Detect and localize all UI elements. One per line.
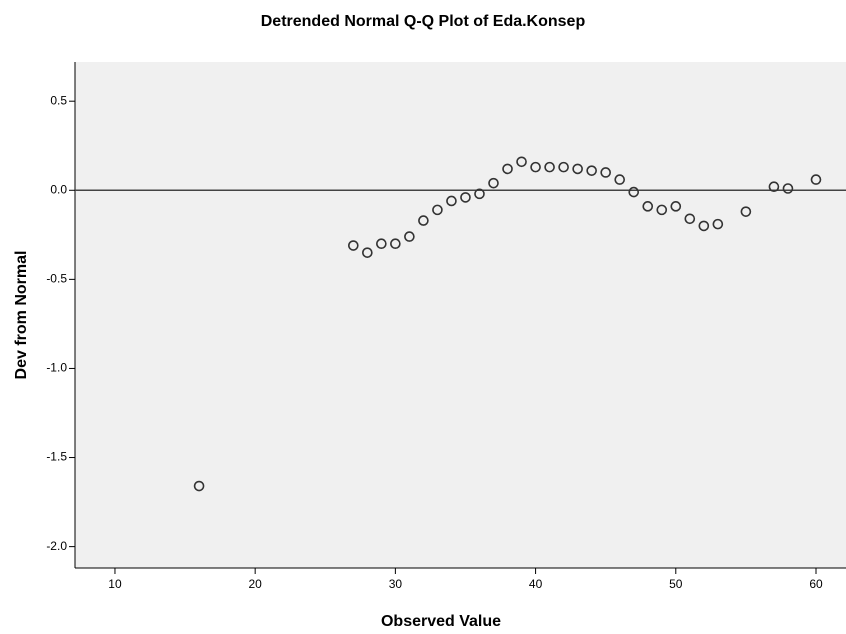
x-tick-label: 20: [248, 577, 262, 591]
point: [348, 240, 359, 251]
point: [418, 215, 429, 226]
plot-area: [75, 62, 846, 568]
point: [544, 161, 555, 173]
point: [404, 231, 415, 242]
chart-title: Detrended Normal Q-Q Plot of Eda.Konsep: [261, 13, 586, 30]
point: [628, 186, 640, 198]
x-tick-label: 40: [529, 577, 543, 591]
y-tick-label: -1.0: [46, 361, 67, 375]
point: [446, 195, 457, 207]
point: [642, 201, 654, 212]
point: [740, 206, 752, 217]
y-tick-label: 0.5: [50, 93, 67, 107]
point: [502, 163, 513, 175]
x-tick-label: 50: [669, 577, 683, 591]
point: [768, 181, 780, 193]
x-tick-label: 10: [108, 577, 122, 591]
x-tick-label: 60: [809, 577, 823, 591]
point: [193, 480, 205, 492]
point: [684, 213, 696, 225]
point: [600, 167, 611, 178]
point: [586, 165, 597, 176]
point: [782, 183, 794, 194]
point: [810, 174, 822, 185]
point: [362, 247, 373, 258]
x-axis-title: Observed Value: [381, 613, 501, 630]
y-tick-label: -0.5: [46, 272, 67, 286]
x-tick-label: 30: [389, 577, 403, 591]
point: [390, 238, 401, 250]
point: [488, 177, 499, 189]
point: [712, 218, 724, 230]
point: [614, 174, 626, 185]
point: [376, 238, 387, 250]
point: [656, 204, 668, 216]
point: [516, 156, 527, 168]
point: [460, 192, 471, 203]
point: [572, 163, 583, 175]
y-tick-label: -1.5: [46, 450, 67, 464]
point: [432, 204, 443, 216]
point: [670, 201, 682, 212]
point: [698, 220, 710, 232]
point: [530, 161, 541, 173]
point: [558, 161, 569, 173]
y-tick-label: 0.0: [50, 182, 67, 196]
y-tick-label: -2.0: [46, 539, 67, 553]
y-axis-title: Dev from Normal: [13, 251, 30, 380]
point: [474, 188, 485, 200]
